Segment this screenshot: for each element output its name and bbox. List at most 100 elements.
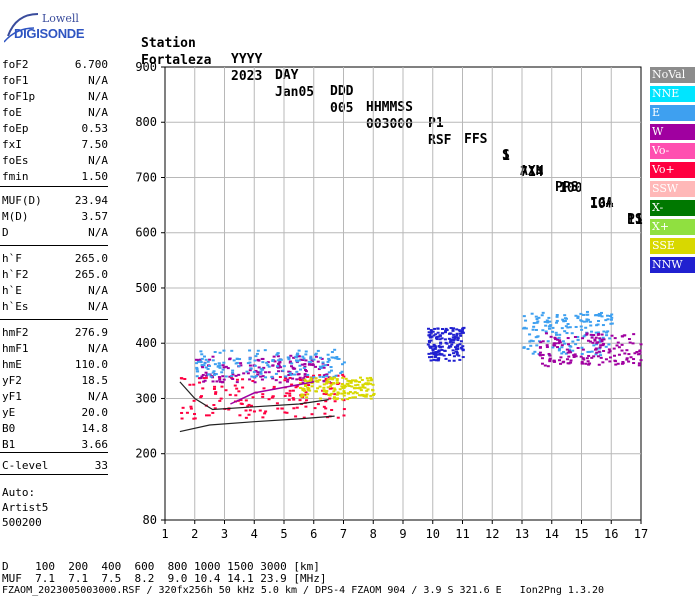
echo-point xyxy=(597,350,601,353)
echo-point xyxy=(608,356,612,359)
echo-point xyxy=(211,371,215,374)
echo-point xyxy=(183,378,187,381)
echo-point xyxy=(321,375,325,378)
echo-point xyxy=(248,358,252,361)
echo-point xyxy=(221,368,225,371)
echo-point xyxy=(607,351,611,354)
param-value: N/A xyxy=(88,284,108,297)
auto-scaling-line: Artist5 xyxy=(2,501,49,514)
x-tick-label: 4 xyxy=(251,527,258,541)
param-name: h`E xyxy=(2,284,22,297)
echo-point xyxy=(224,365,228,368)
echo-point xyxy=(585,357,589,360)
echo-point xyxy=(610,316,614,319)
echo-point xyxy=(265,361,269,364)
echo-point xyxy=(561,318,565,321)
echo-point xyxy=(570,332,574,335)
footer-muf-row: MUF 7.1 7.1 7.5 8.2 9.0 10.4 14.1 23.9 [… xyxy=(2,572,327,585)
param-name: MUF(D) xyxy=(2,194,42,207)
echo-point xyxy=(212,370,216,373)
logo-swoosh-icon xyxy=(4,13,39,43)
echo-point xyxy=(333,388,337,391)
echo-point xyxy=(623,352,627,355)
echo-point xyxy=(346,379,350,382)
echo-point xyxy=(455,332,459,335)
echo-point xyxy=(601,324,605,327)
echo-point xyxy=(212,373,216,376)
echo-point xyxy=(363,386,367,389)
echo-point xyxy=(271,377,275,380)
echo-point xyxy=(337,357,341,360)
echo-point xyxy=(586,339,590,342)
echo-point xyxy=(318,378,322,381)
echo-point xyxy=(211,359,215,362)
logo-line2: DIGISONDE xyxy=(14,26,85,41)
echo-point xyxy=(455,336,459,339)
echo-point xyxy=(239,364,243,367)
echo-point xyxy=(204,358,208,361)
echo-point xyxy=(560,346,564,349)
param-row: yE 20.0 xyxy=(2,406,108,420)
echo-point xyxy=(325,393,329,396)
param-value: 20.0 xyxy=(81,406,109,419)
echo-point xyxy=(345,382,349,385)
y-tick-label: 200 xyxy=(135,447,157,461)
param-separator xyxy=(0,319,108,320)
echo-point xyxy=(629,356,633,359)
echo-point xyxy=(531,340,535,343)
profile-curve xyxy=(179,415,335,433)
echo-point xyxy=(549,324,553,327)
echo-point xyxy=(599,356,603,359)
echo-point xyxy=(199,396,203,399)
echo-point xyxy=(604,345,608,348)
echo-point xyxy=(259,370,263,373)
echo-point xyxy=(576,339,580,342)
echo-point xyxy=(335,378,339,381)
echo-point xyxy=(598,340,602,343)
echo-point xyxy=(310,363,314,366)
echo-point xyxy=(433,327,437,330)
echo-point xyxy=(545,346,549,349)
echo-point xyxy=(555,313,559,316)
echo-point xyxy=(608,360,612,363)
echo-point xyxy=(322,389,326,392)
echo-point xyxy=(585,310,589,313)
echo-point xyxy=(544,330,548,333)
echo-point xyxy=(338,388,342,391)
echo-point xyxy=(290,365,294,368)
echo-point xyxy=(426,343,430,346)
echo-point xyxy=(609,318,613,321)
echo-point xyxy=(455,328,459,331)
echo-point xyxy=(530,312,534,315)
echo-point xyxy=(361,384,365,387)
x-tick-label: 14 xyxy=(545,527,559,541)
echo-point xyxy=(253,381,257,384)
echo-point xyxy=(353,391,357,394)
echo-point xyxy=(333,348,337,351)
echo-point xyxy=(445,329,449,332)
echo-point xyxy=(326,360,330,363)
echo-point xyxy=(241,386,245,389)
echo-point xyxy=(189,405,193,408)
echo-point xyxy=(638,349,642,352)
echo-point xyxy=(230,349,234,352)
echo-point xyxy=(262,387,266,390)
echo-point xyxy=(434,333,438,336)
echo-point xyxy=(341,376,345,379)
echo-point xyxy=(448,332,452,335)
echo-point xyxy=(443,338,447,341)
echo-point xyxy=(539,341,543,344)
param-value: 33 xyxy=(94,459,108,472)
echo-point xyxy=(437,335,441,338)
echo-point xyxy=(560,327,564,330)
header-value-ps: 11 xyxy=(627,213,643,228)
header-label-hhmmss: HHMMSS xyxy=(366,100,413,115)
echo-point xyxy=(336,391,340,394)
param-name: D xyxy=(2,226,9,239)
param-name: h`F xyxy=(2,252,22,265)
echo-point xyxy=(226,367,230,370)
echo-point xyxy=(303,379,307,382)
echo-point xyxy=(455,345,459,348)
header-value-day: Jan05 xyxy=(275,85,315,100)
echo-point xyxy=(242,372,246,375)
